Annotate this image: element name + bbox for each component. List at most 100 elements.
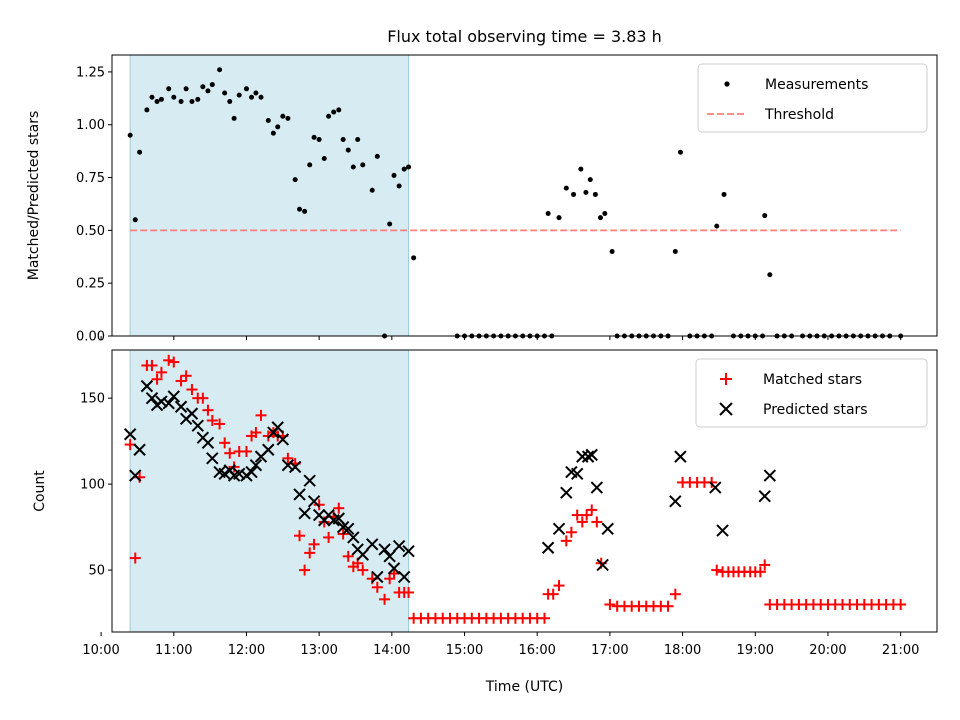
measurement-point [340, 137, 346, 143]
top-y-tick-label: 0.75 [76, 171, 105, 186]
predicted-star-point [245, 465, 258, 479]
measurement-point [597, 215, 603, 221]
matched-star-point [304, 547, 316, 559]
top-y-tick-label: 0.50 [76, 224, 105, 239]
predicted-star-point [185, 407, 199, 420]
predicted-legend-marker [719, 402, 733, 416]
x-tick-label: 14:00 [373, 643, 410, 658]
predicted-star-point [288, 460, 302, 474]
measurement-point [166, 86, 172, 92]
predicted-star-point [140, 379, 154, 393]
predicted-star-point [669, 495, 682, 508]
top-legend: Measurements Threshold [697, 63, 928, 133]
measurement-point [311, 134, 317, 140]
matched-legend-label: Matched stars [763, 372, 862, 388]
matched-star-point [560, 535, 572, 547]
bottom-y-tick-label: 50 [88, 564, 105, 579]
measurement-point [571, 191, 577, 197]
measurement-point [200, 84, 206, 90]
measurement-point [302, 208, 308, 214]
measurement-point [714, 223, 720, 229]
top-y-label: Matched/Predicted stars [26, 111, 42, 281]
x-tick-label: 20:00 [809, 643, 846, 658]
top-axes-frame [111, 54, 938, 337]
matched-star-point [403, 586, 415, 598]
predicted-star-point [145, 391, 159, 405]
measurement-point [127, 132, 133, 138]
measurement-point [609, 248, 615, 254]
predicted-star-point [293, 488, 306, 501]
observing-window-shade-top [129, 54, 410, 337]
matched-star-point [342, 550, 354, 562]
matched-star-point [206, 415, 218, 426]
matched-star-point [357, 564, 369, 576]
measurement-point [321, 156, 327, 162]
predicted-star-point [590, 481, 604, 494]
measurement-point [374, 153, 380, 159]
bottom-legend: Matched stars Predicted stars [695, 358, 928, 428]
x-axis-label: Time (UTC) [485, 679, 563, 695]
measurement-point [360, 162, 366, 168]
matched-star-point [571, 509, 583, 521]
predicted-star-point [303, 474, 316, 487]
predicted-star-point [716, 524, 729, 537]
predicted-star-point [123, 428, 137, 441]
predicted-star-point [133, 443, 146, 456]
measurement-point [249, 94, 255, 100]
measurement-point [265, 117, 271, 123]
predicted-star-point [570, 467, 584, 481]
predicted-star-point [585, 448, 598, 462]
predicted-star-point [576, 450, 589, 463]
measurement-point [154, 98, 160, 104]
predicted-star-point [298, 507, 311, 520]
measurement-point [391, 172, 397, 178]
predicted-star-point [191, 419, 204, 432]
measurement-point [406, 164, 412, 170]
measurement-point [222, 90, 228, 96]
measurement-point [401, 166, 407, 172]
measurement-point [721, 191, 727, 197]
predicted-star-point [371, 570, 384, 584]
measurement-point [149, 94, 155, 100]
matched-star-point [706, 476, 718, 488]
predicted-star-point [552, 522, 566, 536]
top-y-tick-label: 1.00 [76, 118, 105, 133]
matched-star-point [202, 404, 214, 416]
matched-legend-marker [720, 373, 732, 385]
matched-star-point [576, 516, 588, 528]
measurement-point [171, 94, 177, 100]
predicted-star-point [271, 421, 284, 434]
measurement-point [243, 86, 249, 92]
matched-star-point [323, 531, 335, 543]
predicted-star-point [378, 543, 391, 556]
measurement-point [578, 166, 584, 172]
predicted-star-point [356, 548, 369, 561]
measurement-point [189, 98, 195, 104]
chart-title: Flux total observing time = 3.83 h [387, 27, 662, 46]
measurement-point [132, 217, 138, 223]
ratio-panel: 0.00 0.25 0.50 0.75 1.00 1.25 Flux total obse… [26, 27, 938, 345]
measurement-point [209, 82, 215, 88]
predicted-star-point [387, 562, 401, 575]
matched-star-point [197, 392, 209, 404]
x-tick-label: 12:00 [228, 643, 265, 658]
measurement-point [331, 109, 337, 115]
measurement-point [137, 149, 143, 155]
predicted-star-point [674, 450, 687, 463]
measurements-legend-marker [724, 81, 730, 87]
measurement-point [545, 210, 551, 216]
predicted-star-point [232, 467, 246, 481]
matched-star-point [759, 559, 771, 571]
measurement-point [387, 221, 393, 227]
measurement-point [587, 177, 593, 183]
measurement-point [227, 98, 233, 104]
matched-star-point [255, 409, 267, 421]
predicted-star-point [342, 522, 355, 536]
top-y-axis: 0.00 0.25 0.50 0.75 1.00 1.25 [76, 65, 112, 345]
measurement-point [183, 86, 189, 92]
measurement-point [350, 164, 356, 170]
matched-star-point [129, 552, 141, 564]
measurement-point [275, 124, 281, 130]
threshold-legend-label: Threshold [764, 107, 834, 123]
measurement-point [231, 115, 237, 121]
